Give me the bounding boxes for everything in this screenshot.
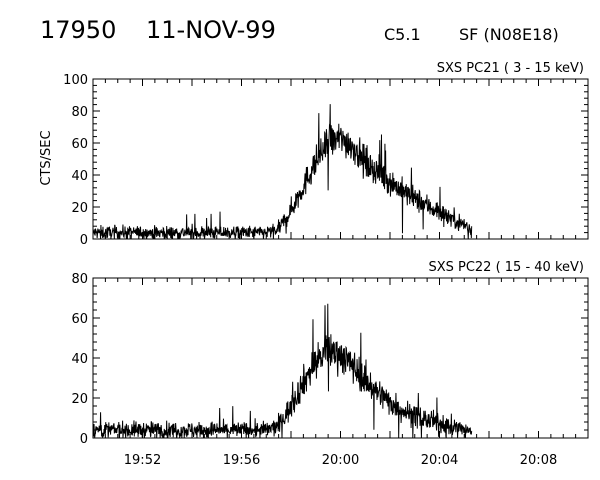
y-tick-label: 40 xyxy=(71,169,88,184)
y-tick-label: 80 xyxy=(71,105,88,120)
panel-bottom: SXS PC22 ( 15 - 40 keV) 0 20 40 60 80 19:52 19… xyxy=(71,260,589,468)
y-tick-label: 80 xyxy=(71,272,88,287)
x-tick-label: 20:08 xyxy=(520,453,557,468)
y-tick-label: 100 xyxy=(63,73,88,88)
x-tick-label: 20:00 xyxy=(322,453,359,468)
y-tick-label: 60 xyxy=(71,312,88,327)
event-number: 17950 xyxy=(40,16,116,44)
x-tick-label: 19:52 xyxy=(124,453,161,468)
goes-class: C5.1 xyxy=(384,25,421,44)
y-tick-label: 40 xyxy=(71,352,88,367)
y-tick-label: 20 xyxy=(71,201,88,216)
flare-location: SF (N08E18) xyxy=(459,25,559,44)
x-tick-label: 19:56 xyxy=(223,453,260,468)
event-date: 11-NOV-99 xyxy=(146,16,276,44)
panel-top-title: SXS PC21 ( 3 - 15 keV) xyxy=(437,61,584,76)
panel-frame xyxy=(92,78,589,240)
y-tick-label: 0 xyxy=(80,432,88,447)
y-axis-label: CTS/SEC xyxy=(39,130,54,185)
series-line xyxy=(93,303,473,438)
y-tick-label: 20 xyxy=(71,392,88,407)
panel-bottom-title: SXS PC22 ( 15 - 40 keV) xyxy=(428,260,584,275)
x-tick-label: 20:04 xyxy=(421,453,458,468)
panel-top: SXS PC21 ( 3 - 15 keV) CTS/SEC 0 20 40 60 80… xyxy=(39,61,589,248)
y-tick-label: 60 xyxy=(71,137,88,152)
y-tick-label: 0 xyxy=(80,233,88,248)
series-line xyxy=(93,104,473,239)
